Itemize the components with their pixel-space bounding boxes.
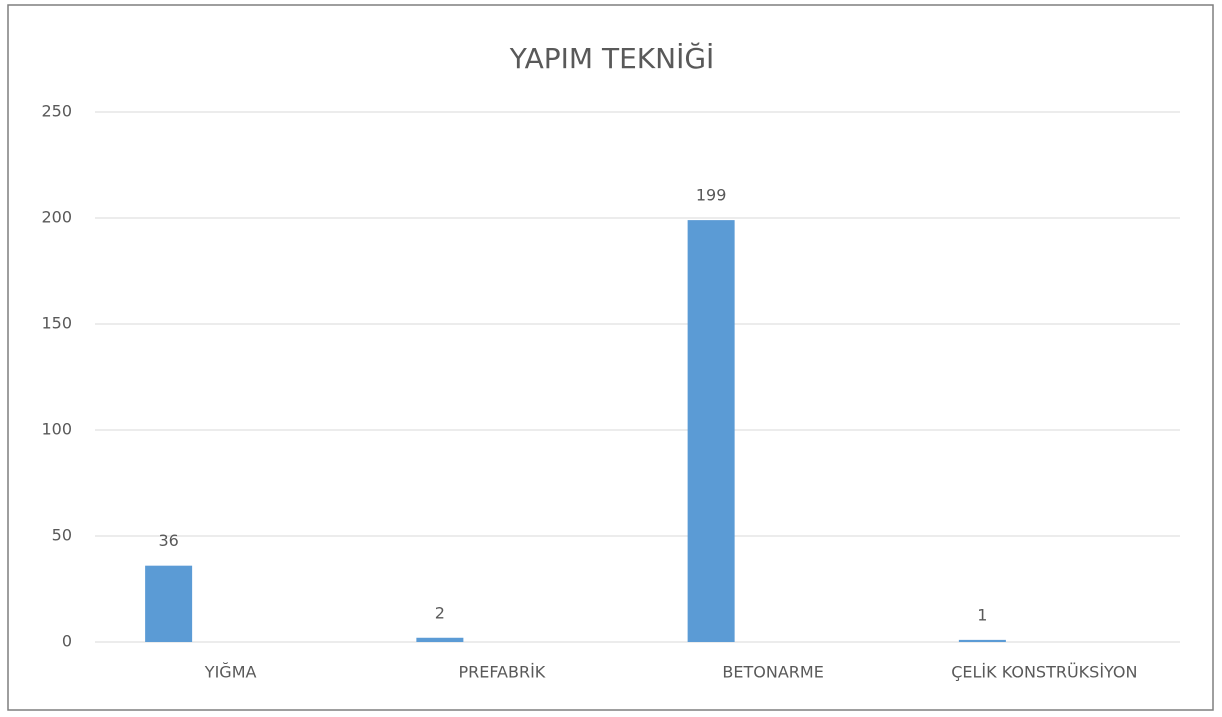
bar <box>416 637 464 642</box>
data-label: 2 <box>435 603 445 622</box>
x-tick-label: ÇELİK KONSTRÜKSİYON <box>951 663 1137 682</box>
y-tick-label: 50 <box>52 526 72 545</box>
data-label: 1 <box>977 605 987 624</box>
chart-title: YAPIM TEKNİĞİ <box>509 41 715 75</box>
data-label: 36 <box>158 531 178 550</box>
bar <box>687 220 735 642</box>
y-tick-label: 100 <box>41 420 72 439</box>
x-tick-label: BETONARME <box>722 663 823 682</box>
data-label: 199 <box>696 186 727 205</box>
x-tick-label: PREFABRİK <box>458 663 545 682</box>
y-tick-label: 150 <box>41 314 72 333</box>
bar <box>958 639 1006 642</box>
bar <box>145 565 193 642</box>
chart-border <box>7 4 1214 711</box>
x-tick-label: YIĞMA <box>204 663 257 682</box>
y-tick-label: 250 <box>41 102 72 121</box>
y-tick-label: 200 <box>41 208 72 227</box>
y-tick-label: 0 <box>62 632 72 651</box>
